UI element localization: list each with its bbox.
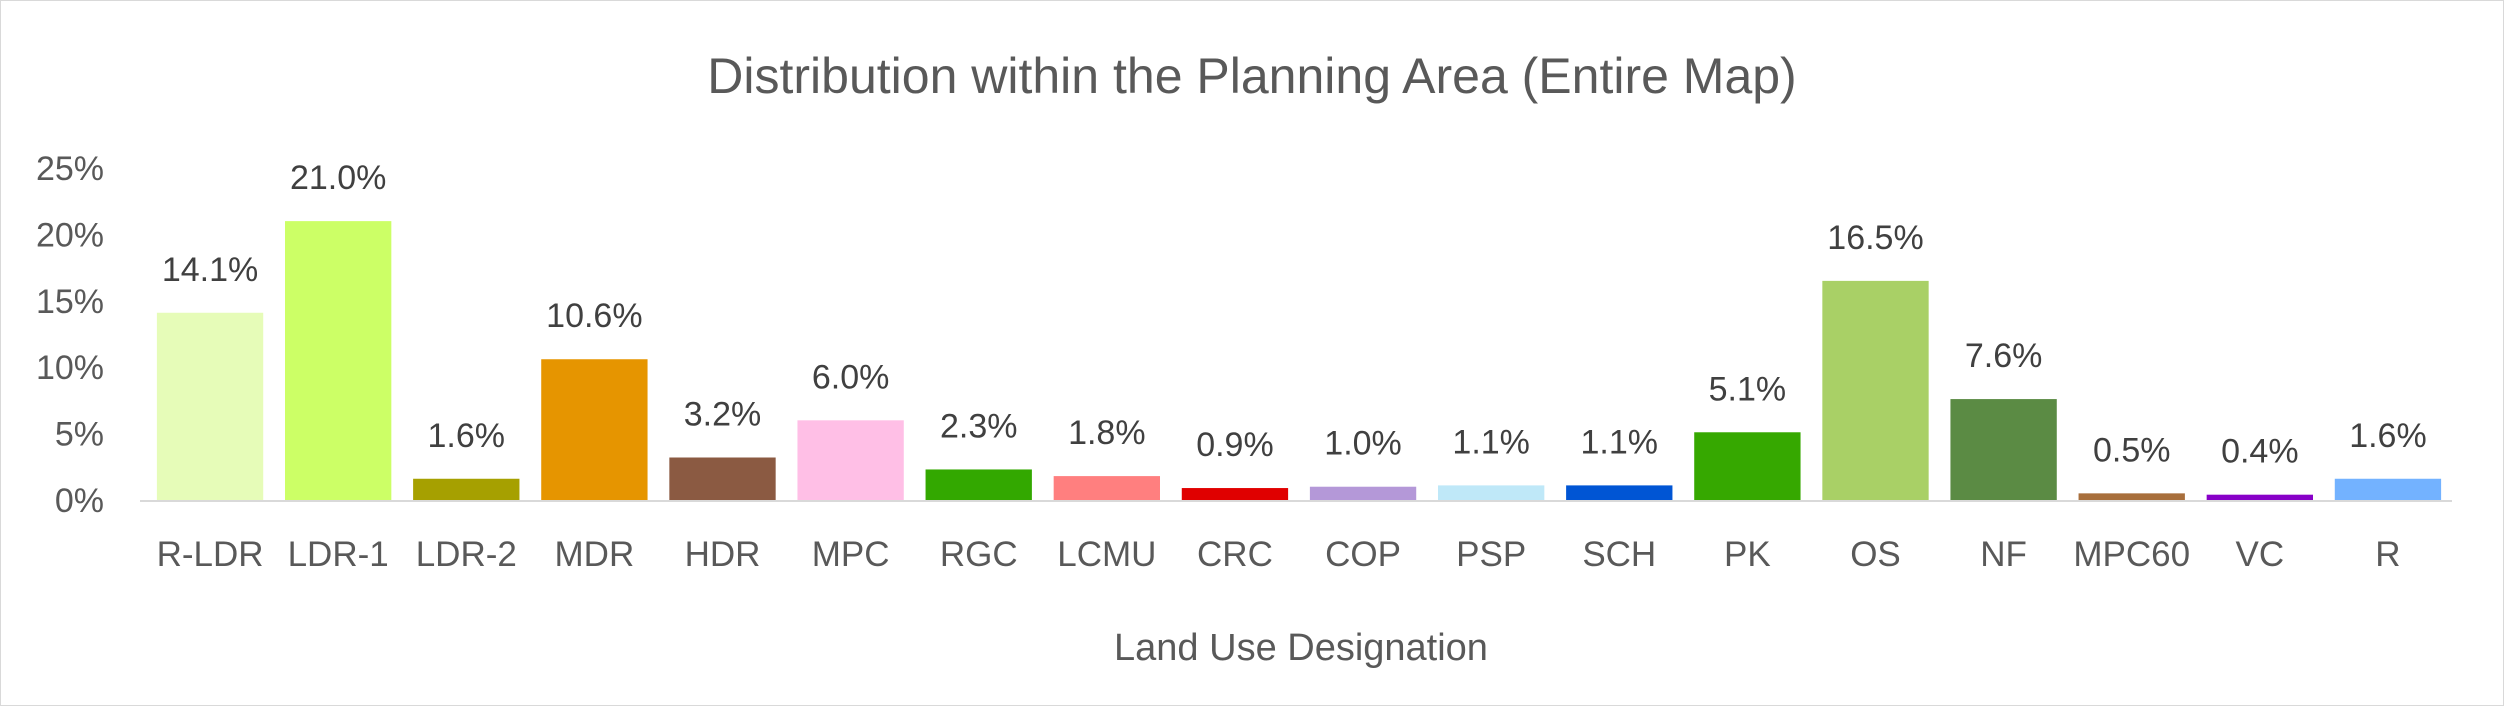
data-label: 1.0% <box>1324 425 1402 463</box>
x-axis-title: Land Use Designation <box>1114 627 1488 669</box>
data-label: 1.1% <box>1581 423 1659 461</box>
x-tick-label: PK <box>1724 535 1771 574</box>
bar-ldr-1 <box>285 221 392 500</box>
x-tick-label: COP <box>1325 535 1401 574</box>
data-label: 21.0% <box>290 159 386 197</box>
y-tick-label: 25% <box>36 150 104 188</box>
x-tick-label: LDR-1 <box>288 535 389 574</box>
x-tick-label: CRC <box>1197 535 1273 574</box>
data-label: 2.3% <box>940 407 1018 445</box>
x-tick-label: MPC60 <box>2073 535 2190 574</box>
bar-sch <box>1566 485 1673 500</box>
category-labels-group: R-LDR LDR-1 LDR-2 MDR HDR MPC RGC LCMU CRC COP PSP… <box>157 535 2401 574</box>
bar-pk <box>1694 432 1801 500</box>
data-label: 1.8% <box>1068 414 1146 452</box>
x-tick-label: OS <box>1850 535 1901 574</box>
x-tick-label: R-LDR <box>157 535 264 574</box>
data-label: 5.1% <box>1709 370 1787 408</box>
y-tick-label: 15% <box>36 283 104 321</box>
x-tick-label: HDR <box>685 535 761 574</box>
chart-title: Distribution within the Planning Area (E… <box>707 48 1796 104</box>
x-tick-label: MPC <box>812 535 890 574</box>
x-tick-label: RGC <box>940 535 1018 574</box>
bar-mpc <box>797 420 904 500</box>
data-label: 14.1% <box>162 251 258 289</box>
bar-vc <box>2206 494 2313 500</box>
x-tick-label: LDR-2 <box>416 535 517 574</box>
data-label: 3.2% <box>684 396 762 434</box>
bars-group <box>156 221 2442 500</box>
data-label: 16.5% <box>1827 219 1923 257</box>
data-label: 1.6% <box>2349 417 2427 455</box>
bar-psp <box>1438 485 1545 500</box>
bar-r-ldr <box>156 312 264 500</box>
bar-r <box>2334 478 2442 500</box>
bar-rgc <box>925 469 1032 500</box>
bar-cop <box>1309 486 1417 500</box>
y-tick-label: 5% <box>55 416 104 454</box>
data-label: 0.9% <box>1196 426 1274 464</box>
bar-lcmu <box>1053 476 1160 500</box>
x-tick-label: PSP <box>1456 535 1526 574</box>
y-axis: 0% 5% 10% 15% 20% 25% <box>36 150 104 520</box>
y-tick-label: 10% <box>36 349 104 387</box>
bar-mdr <box>541 359 648 500</box>
data-label: 6.0% <box>812 358 890 396</box>
bar-crc <box>1181 488 1289 500</box>
data-label: 1.1% <box>1452 423 1530 461</box>
x-tick-label: VC <box>2236 535 2285 574</box>
y-tick-label: 0% <box>55 482 104 520</box>
y-tick-label: 20% <box>36 216 104 254</box>
x-tick-label: R <box>2375 535 2400 574</box>
x-tick-label: MDR <box>555 535 635 574</box>
data-label: 7.6% <box>1965 337 2043 375</box>
data-labels-group: 14.1% 21.0% 1.6% 10.6% 3.2% 6.0% 2.3% 1.8% 0.9% 1… <box>162 159 2427 471</box>
data-label: 0.4% <box>2221 433 2299 471</box>
x-tick-label: SCH <box>1582 535 1656 574</box>
x-tick-label: NF <box>1980 535 2027 574</box>
bar-nf <box>1950 399 2057 500</box>
bar-ldr-2 <box>413 478 520 500</box>
bar-os <box>1822 280 1929 500</box>
data-label: 1.6% <box>428 417 506 455</box>
bar-hdr <box>669 457 776 500</box>
x-tick-label: LCMU <box>1057 535 1156 574</box>
data-label: 0.5% <box>2093 431 2171 469</box>
data-label: 10.6% <box>546 297 642 335</box>
bar-mpc60 <box>2078 493 2185 500</box>
